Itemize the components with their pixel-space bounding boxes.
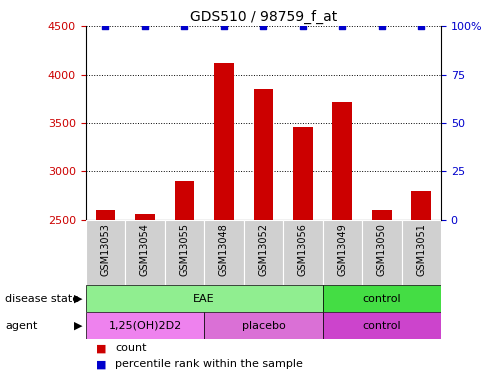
Text: GSM13056: GSM13056 bbox=[298, 223, 308, 276]
Bar bbox=[293, 127, 313, 220]
Point bbox=[180, 23, 188, 29]
FancyBboxPatch shape bbox=[86, 220, 125, 285]
Text: GSM13052: GSM13052 bbox=[258, 223, 269, 276]
Text: 1,25(OH)2D2: 1,25(OH)2D2 bbox=[108, 321, 182, 331]
Text: GSM13053: GSM13053 bbox=[100, 223, 110, 276]
Text: GSM13048: GSM13048 bbox=[219, 223, 229, 276]
Text: GSM13051: GSM13051 bbox=[416, 223, 426, 276]
Bar bbox=[253, 89, 273, 220]
Point bbox=[101, 23, 109, 29]
Text: percentile rank within the sample: percentile rank within the sample bbox=[115, 359, 303, 369]
Bar bbox=[86, 312, 204, 339]
Text: disease state: disease state bbox=[5, 294, 79, 304]
FancyBboxPatch shape bbox=[362, 220, 401, 285]
Text: ■: ■ bbox=[96, 359, 106, 369]
Bar bbox=[174, 181, 195, 220]
Text: ■: ■ bbox=[96, 343, 106, 353]
Title: GDS510 / 98759_f_at: GDS510 / 98759_f_at bbox=[190, 10, 337, 24]
FancyBboxPatch shape bbox=[204, 220, 244, 285]
Bar bbox=[322, 285, 441, 312]
Text: control: control bbox=[363, 294, 401, 304]
Bar bbox=[96, 210, 115, 220]
Bar bbox=[322, 312, 441, 339]
Text: EAE: EAE bbox=[194, 294, 215, 304]
Text: ▶: ▶ bbox=[74, 321, 82, 331]
Bar bbox=[86, 285, 322, 312]
Text: ▶: ▶ bbox=[74, 294, 82, 304]
Point bbox=[339, 23, 346, 29]
Bar bbox=[204, 312, 322, 339]
Text: GSM13055: GSM13055 bbox=[179, 223, 190, 276]
FancyBboxPatch shape bbox=[322, 220, 362, 285]
Bar bbox=[412, 191, 431, 220]
Bar bbox=[214, 63, 234, 220]
Point bbox=[260, 23, 268, 29]
Text: GSM13050: GSM13050 bbox=[377, 223, 387, 276]
FancyBboxPatch shape bbox=[125, 220, 165, 285]
Bar bbox=[372, 210, 392, 220]
Bar bbox=[135, 214, 155, 220]
Text: agent: agent bbox=[5, 321, 37, 331]
Text: count: count bbox=[115, 343, 147, 353]
Text: GSM13049: GSM13049 bbox=[337, 223, 347, 276]
FancyBboxPatch shape bbox=[283, 220, 322, 285]
FancyBboxPatch shape bbox=[244, 220, 283, 285]
FancyBboxPatch shape bbox=[401, 220, 441, 285]
Point bbox=[299, 23, 307, 29]
Point bbox=[378, 23, 386, 29]
Point bbox=[141, 23, 149, 29]
Point bbox=[220, 23, 228, 29]
Bar bbox=[332, 102, 352, 220]
Text: placebo: placebo bbox=[242, 321, 285, 331]
FancyBboxPatch shape bbox=[165, 220, 204, 285]
Text: GSM13054: GSM13054 bbox=[140, 223, 150, 276]
Point bbox=[417, 23, 425, 29]
Text: control: control bbox=[363, 321, 401, 331]
